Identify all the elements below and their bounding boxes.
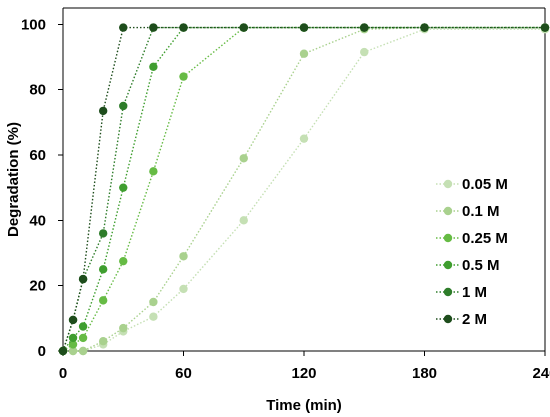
data-point: [119, 256, 128, 266]
data-point: [68, 333, 78, 343]
data-point: [179, 23, 188, 32]
legend-swatch-marker: [443, 179, 453, 189]
legend-label: 0.05 M: [462, 176, 508, 193]
data-point: [299, 134, 309, 143]
data-point: [239, 154, 248, 163]
data-point: [58, 346, 68, 356]
legend-item: 0.1 M: [436, 203, 500, 220]
data-point: [149, 312, 158, 321]
y-tick-label: 80: [29, 82, 46, 99]
x-axis-title: Time (min): [266, 397, 342, 414]
data-point: [78, 333, 88, 343]
data-point: [149, 23, 158, 32]
data-point: [420, 23, 429, 32]
data-point: [98, 337, 108, 346]
data-point: [239, 23, 248, 32]
y-axis-title: Degradation (%): [5, 122, 22, 237]
series-layer: [58, 23, 550, 356]
legend-label: 0.1 M: [462, 203, 500, 220]
legend-label: 0.25 M: [462, 230, 508, 247]
data-point: [179, 252, 188, 261]
data-point: [98, 229, 108, 238]
data-point: [98, 265, 108, 274]
data-point: [119, 101, 128, 111]
y-tick-label: 60: [29, 147, 46, 164]
x-tick-label: 0: [59, 365, 67, 382]
data-point: [78, 346, 88, 356]
legend-swatch-marker: [443, 287, 453, 297]
legend-item: 2 M: [436, 311, 487, 328]
y-tick-label: 40: [29, 212, 46, 229]
data-point: [78, 274, 88, 284]
x-tick-label: 180: [412, 365, 437, 382]
series-line: [62, 26, 545, 352]
data-point: [299, 49, 309, 58]
legend-label: 1 M: [462, 284, 487, 301]
legend: 0.05 M 0.1 M 0.25 M 0.5 M 1 M 2 M: [436, 176, 508, 328]
data-point: [68, 315, 78, 325]
data-point: [179, 284, 188, 294]
data-point: [149, 62, 158, 71]
legend-item: 0.25 M: [436, 230, 508, 247]
data-point: [119, 23, 128, 32]
data-point: [239, 216, 248, 225]
y-tick-label: 100: [21, 16, 46, 33]
x-tick-label: 120: [291, 365, 316, 382]
data-point: [119, 183, 128, 192]
data-point: [98, 296, 108, 305]
legend-label: 2 M: [462, 311, 487, 328]
data-point: [179, 72, 188, 81]
data-point: [360, 23, 369, 32]
legend-swatch-marker: [443, 206, 453, 216]
data-point: [540, 23, 550, 32]
data-point: [360, 47, 369, 57]
legend-swatch-marker: [443, 233, 453, 243]
data-point: [119, 323, 128, 333]
data-point: [68, 346, 78, 356]
y-tick-label: 0: [38, 343, 46, 360]
data-point: [68, 340, 78, 349]
data-point: [299, 23, 309, 32]
legend-swatch-marker: [443, 314, 453, 324]
legend-item: 1 M: [436, 284, 487, 301]
legend-label: 0.5 M: [462, 257, 500, 274]
data-point: [149, 167, 158, 176]
legend-swatch-marker: [443, 260, 453, 270]
data-point: [98, 106, 108, 116]
data-point: [149, 297, 158, 307]
x-tick-label: 240: [532, 365, 550, 382]
legend-item: 0.05 M: [436, 176, 508, 193]
axes: 0 60 120 180 240 0 20 40 60 80 100: [21, 7, 550, 382]
x-tick-label: 60: [175, 365, 192, 382]
series-2-M: [58, 23, 550, 356]
legend-item: 0.5 M: [436, 257, 500, 274]
data-point: [78, 322, 88, 331]
y-tick-label: 20: [29, 278, 46, 295]
